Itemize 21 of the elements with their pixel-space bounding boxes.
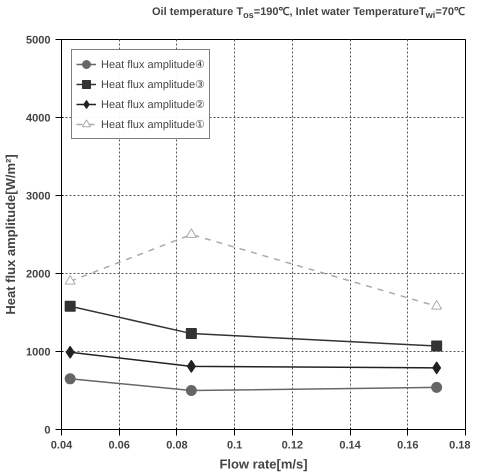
x-tick-label: 0.12 xyxy=(282,440,304,452)
y-tick-label: 4000 xyxy=(26,112,51,124)
x-tick-label: 0.06 xyxy=(108,440,130,452)
y-tick-label: 0 xyxy=(44,424,51,436)
x-tick-label: 0.16 xyxy=(397,440,419,452)
y-tick-label: 2000 xyxy=(26,268,51,280)
chart-title: Oil temperature T$_{os}$=190℃, Inlet water TemperatureT$_{wi}$=70℃ xyxy=(152,5,465,22)
x-tick-label: 0.08 xyxy=(166,440,188,452)
y-tick-label: 5000 xyxy=(26,34,51,46)
y-tick-label: 1000 xyxy=(26,346,51,358)
y-axis-title: Heat flux amplitude[W/m²] xyxy=(3,154,18,315)
x-tick-label: 0.1 xyxy=(226,440,242,452)
legend-label: Heat flux amplitude③ xyxy=(101,78,206,90)
x-tick-label: 0.18 xyxy=(449,440,471,452)
x-tick-label: 0.14 xyxy=(339,440,362,452)
x-axis-title: Flow rate[m/s] xyxy=(219,456,308,472)
legend-label: Heat flux amplitude④ xyxy=(101,58,206,70)
legend-label: Heat flux amplitude② xyxy=(101,98,206,110)
x-tick-label: 0.04 xyxy=(50,440,74,452)
legend-label: Heat flux amplitude① xyxy=(101,118,206,130)
y-tick-label: 3000 xyxy=(26,190,51,202)
